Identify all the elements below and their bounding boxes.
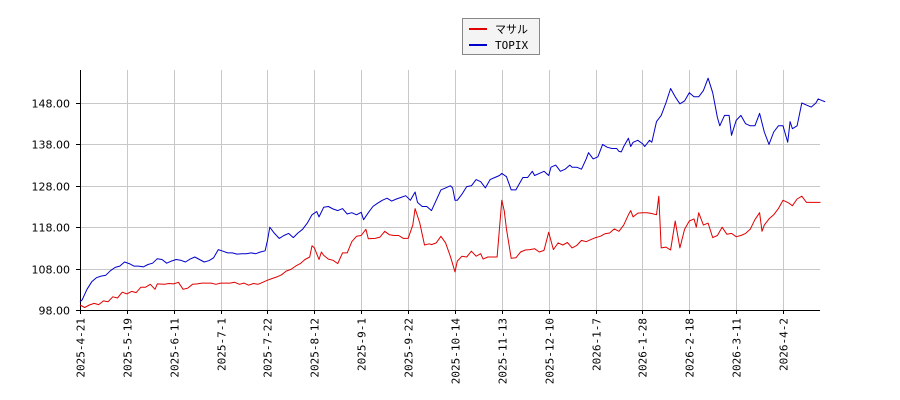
- svg-text:2025-7-22: 2025-7-22: [262, 318, 275, 378]
- svg-text:98.00: 98.00: [39, 305, 71, 318]
- svg-text:2025-9-1: 2025-9-1: [356, 318, 369, 371]
- svg-text:2025-6-11: 2025-6-11: [169, 318, 182, 378]
- svg-text:2026-1-7: 2026-1-7: [591, 318, 604, 371]
- svg-text:2026-4-2: 2026-4-2: [778, 318, 791, 371]
- y-axis: 98.00 108.00 118.00 128.00 138.00 148.00: [32, 70, 81, 318]
- svg-text:2026-1-28: 2026-1-28: [637, 318, 650, 378]
- svg-text:118.00: 118.00: [32, 222, 71, 235]
- svg-text:2025-9-22: 2025-9-22: [403, 318, 416, 378]
- svg-text:2025-12-10: 2025-12-10: [544, 318, 557, 384]
- svg-text:2025-10-14: 2025-10-14: [450, 318, 463, 385]
- svg-text:108.00: 108.00: [32, 264, 71, 277]
- svg-text:2026-2-18: 2026-2-18: [684, 318, 697, 378]
- svg-text:2025-5-19: 2025-5-19: [122, 318, 135, 378]
- svg-text:148.00: 148.00: [32, 98, 71, 111]
- svg-text:2025-4-21: 2025-4-21: [75, 318, 88, 378]
- legend-item-masaru: マサル: [469, 22, 528, 36]
- blue-line-swatch-icon: [469, 44, 487, 46]
- svg-text:128.00: 128.00: [32, 181, 71, 194]
- x-axis: 2025-4-21 2025-5-19 2025-6-11 2025-7-1 2025-…: [75, 310, 820, 385]
- svg-text:2025-7-1: 2025-7-1: [216, 318, 229, 371]
- svg-text:138.00: 138.00: [32, 139, 71, 152]
- red-line-swatch-icon: [469, 28, 487, 30]
- series-lines: [79, 77, 826, 308]
- legend-item-topix: TOPIX: [469, 38, 528, 52]
- legend-label: マサル: [495, 23, 528, 36]
- legend-label: TOPIX: [495, 38, 529, 52]
- legend: マサル TOPIX: [462, 18, 540, 55]
- gridlines: [80, 70, 820, 310]
- svg-text:2026-3-11: 2026-3-11: [731, 318, 744, 378]
- svg-text:2025-11-13: 2025-11-13: [497, 318, 510, 384]
- svg-text:2025-8-12: 2025-8-12: [309, 318, 322, 378]
